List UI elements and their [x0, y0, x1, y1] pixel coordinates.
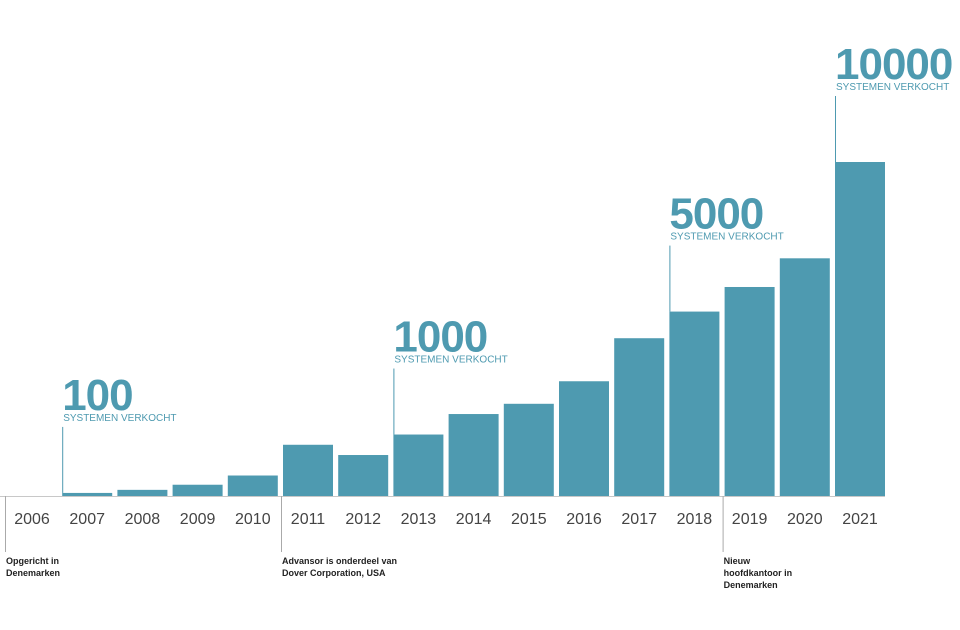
x-tick-label: 2019 — [732, 511, 768, 528]
bar-2019 — [724, 286, 775, 496]
milestone-number: 5000 — [669, 190, 763, 239]
milestone-number: 10000 — [835, 40, 952, 89]
x-tick-label: 2006 — [14, 511, 50, 528]
bar-2012 — [338, 455, 389, 496]
bar-2018 — [669, 311, 720, 496]
bar-2011 — [283, 444, 333, 496]
bar-2013 — [393, 434, 444, 496]
event-label: Nieuw — [724, 556, 752, 566]
milestone-caption: SYSTEMEN VERKOCHT — [394, 355, 507, 366]
event-label: Denemarken — [724, 580, 778, 590]
bar-2016 — [559, 381, 609, 496]
x-tick-label: 2014 — [456, 511, 492, 528]
milestone-number: 1000 — [393, 313, 487, 362]
x-tick-label: 2013 — [401, 511, 437, 528]
event-label: Advansor is onderdeel van — [282, 556, 397, 566]
bar-2007 — [62, 492, 113, 496]
event-label: Dover Corporation, USA — [282, 568, 386, 578]
x-tick-label: 2010 — [235, 511, 271, 528]
bar-2017 — [614, 338, 665, 496]
bar-2020 — [779, 258, 830, 496]
x-tick-label: 2020 — [787, 511, 823, 528]
x-tick-label: 2021 — [842, 511, 878, 528]
milestone-caption: SYSTEMEN VERKOCHT — [63, 413, 176, 424]
milestone-caption: SYSTEMEN VERKOCHT — [836, 82, 949, 93]
event-label: hoofdkantoor in — [724, 568, 793, 578]
x-tick-label: 2007 — [69, 511, 105, 528]
x-tick-label: 2016 — [566, 511, 602, 528]
bar-2015 — [503, 403, 554, 496]
bar-2021 — [835, 162, 885, 496]
bar-2010 — [227, 475, 278, 496]
milestone-caption: SYSTEMEN VERKOCHT — [670, 232, 783, 243]
bar-2009 — [172, 484, 223, 496]
bar-2014 — [448, 414, 499, 496]
x-tick-label: 2017 — [621, 511, 657, 528]
x-tick-label: 2011 — [291, 511, 326, 528]
x-tick-label: 2008 — [125, 511, 161, 528]
milestone-number: 100 — [62, 371, 132, 420]
x-tick-label: 2009 — [180, 511, 216, 528]
x-tick-label: 2018 — [677, 511, 713, 528]
bar-2008 — [117, 489, 168, 496]
event-label: Denemarken — [6, 568, 60, 578]
x-tick-label: 2012 — [345, 511, 381, 528]
x-tick-label: 2015 — [511, 511, 547, 528]
event-label: Opgericht in — [6, 556, 59, 566]
